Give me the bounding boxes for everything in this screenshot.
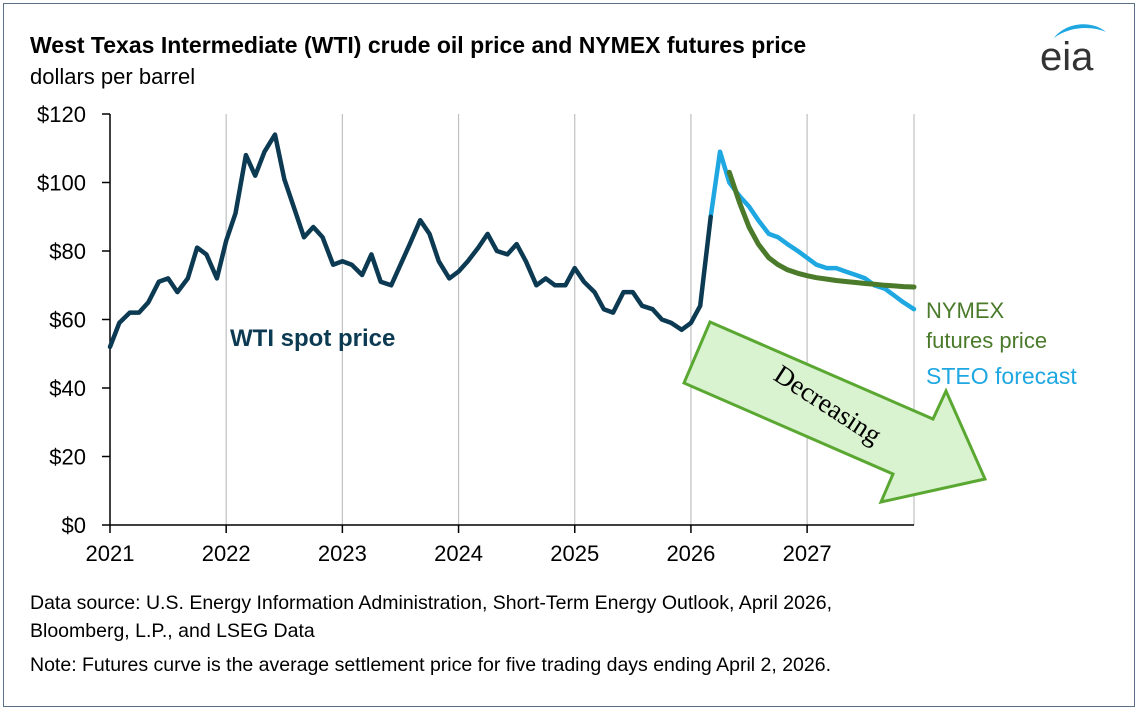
source-line-2: Bloomberg, L.P., and LSEG Data — [30, 620, 315, 642]
chart-subtitle: dollars per barrel — [30, 64, 196, 89]
source-line-1: Data source: U.S. Energy Information Adm… — [30, 592, 833, 614]
label-steo: STEO forecast — [926, 363, 1077, 389]
y-tick-label: $0 — [62, 513, 86, 538]
eia-logo: eia — [1040, 24, 1106, 76]
series-lines — [107, 132, 917, 350]
y-tick-label: $120 — [37, 102, 86, 127]
x-tick-label: 2025 — [550, 541, 599, 566]
y-tick-label: $20 — [49, 445, 86, 470]
label-wti-spot: WTI spot price — [230, 325, 395, 352]
y-tick-label: $40 — [49, 376, 86, 401]
grid-lines — [225, 114, 915, 525]
x-tick-label: 2022 — [202, 541, 251, 566]
eia-logo-swoosh — [1054, 24, 1106, 38]
eia-logo-text: eia — [1040, 35, 1094, 76]
y-tick-label: $100 — [37, 171, 86, 196]
chart-frame — [3, 3, 1135, 707]
label-nymex-line1: NYMEX — [926, 298, 1005, 323]
chart-title: West Texas Intermediate (WTI) crude oil … — [30, 32, 807, 58]
x-tick-label: 2024 — [434, 541, 483, 566]
nymex-futures-line — [726, 169, 917, 290]
wti-spot-line — [107, 132, 713, 350]
x-tick-label: 2023 — [318, 541, 367, 566]
x-tick-labels: 2021 2022 2023 2024 2025 2026 2027 — [86, 541, 832, 566]
x-tick-label: 2027 — [783, 541, 832, 566]
x-tick-label: 2026 — [666, 541, 715, 566]
axes — [102, 113, 914, 533]
footnote: Note: Futures curve is the average settl… — [30, 654, 832, 676]
label-nymex-line2: futures price — [926, 328, 1047, 353]
y-tick-label: $80 — [49, 239, 86, 264]
decreasing-arrow-shape — [682, 320, 988, 505]
x-tick-label: 2021 — [86, 541, 135, 566]
y-tick-labels: $0 $20 $40 $60 $80 $100 $120 — [37, 102, 86, 538]
y-tick-label: $60 — [49, 308, 86, 333]
